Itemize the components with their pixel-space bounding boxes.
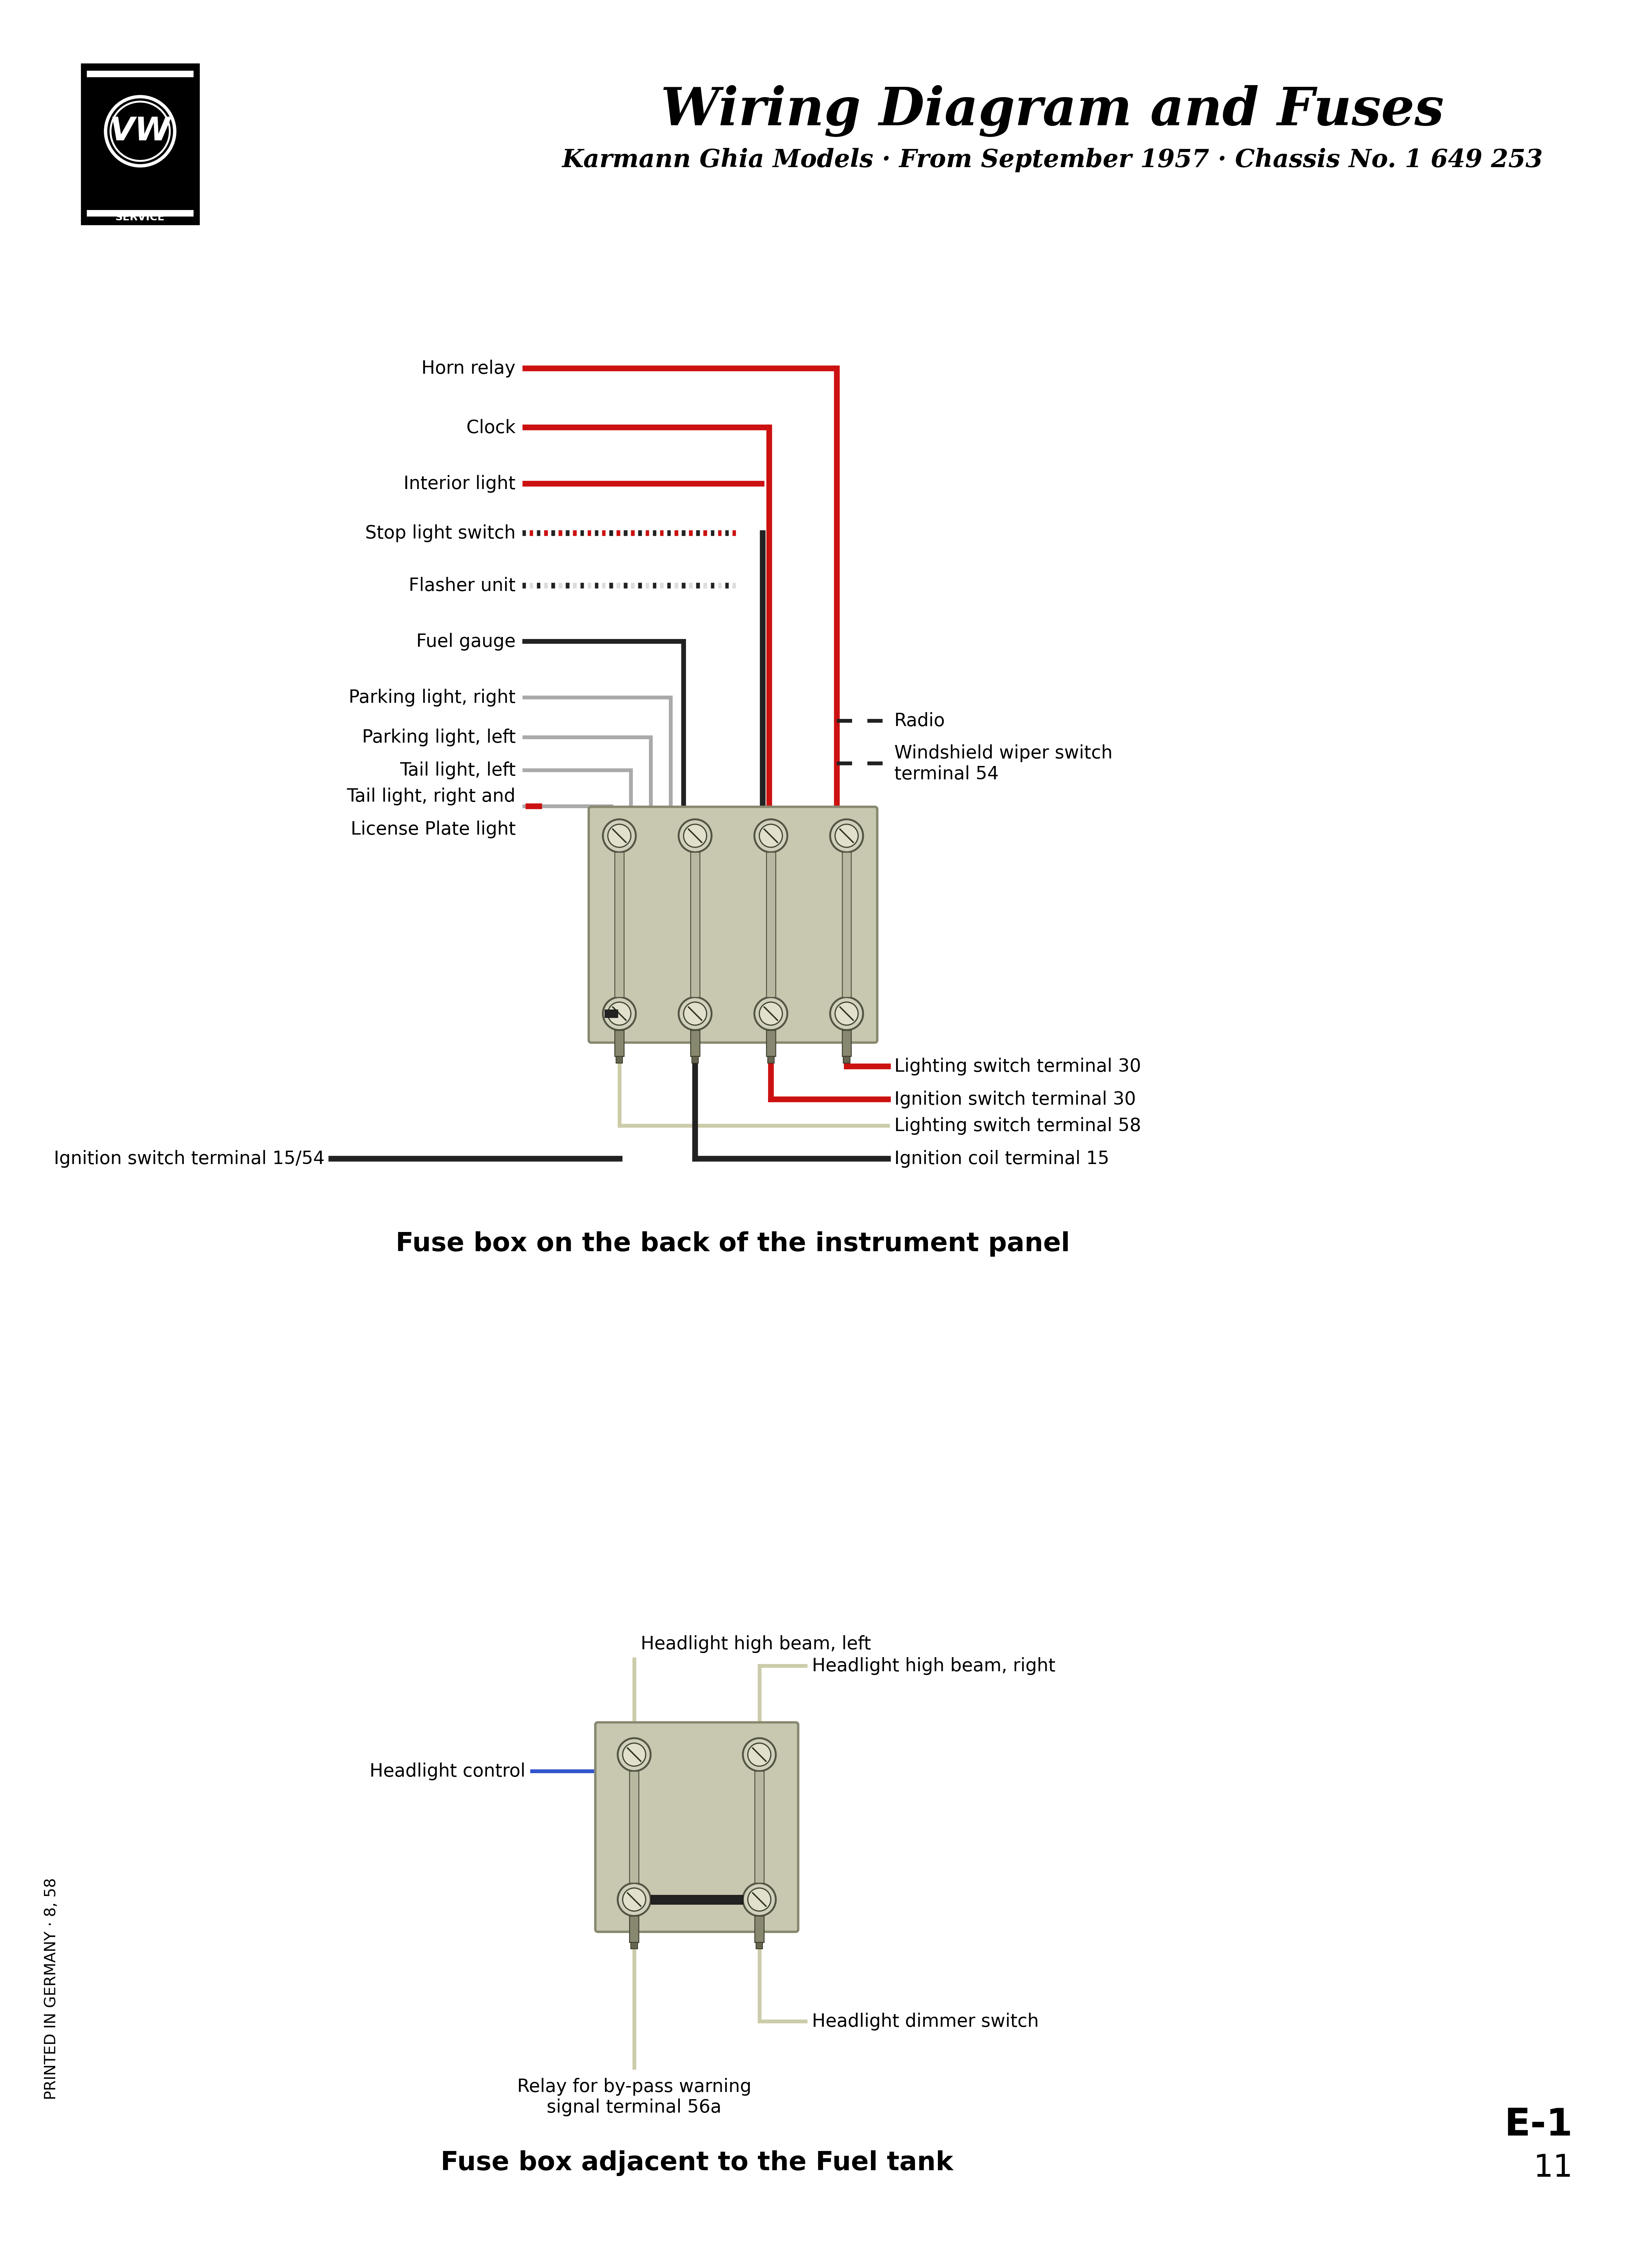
Bar — [630, 1916, 639, 1941]
Ellipse shape — [678, 998, 711, 1030]
Bar — [630, 1771, 639, 1882]
Text: Tail light, right and: Tail light, right and — [346, 787, 515, 805]
Text: VW: VW — [109, 116, 170, 147]
Ellipse shape — [617, 1882, 650, 1916]
Ellipse shape — [747, 1744, 771, 1767]
Text: Headlight high beam, left: Headlight high beam, left — [640, 1635, 871, 1653]
Bar — [843, 1057, 850, 1064]
Bar — [754, 1916, 764, 1941]
Text: Relay for by-pass warning
signal terminal 56a: Relay for by-pass warning signal termina… — [516, 2077, 751, 2116]
Ellipse shape — [742, 1737, 775, 1771]
Bar — [690, 1030, 700, 1057]
Text: Headlight dimmer switch: Headlight dimmer switch — [812, 2012, 1040, 2030]
Ellipse shape — [602, 819, 635, 853]
Text: Parking light, right: Parking light, right — [348, 689, 515, 708]
Ellipse shape — [622, 1887, 645, 1912]
Ellipse shape — [759, 1002, 782, 1025]
Text: Ignition coil terminal 15: Ignition coil terminal 15 — [894, 1150, 1109, 1168]
Text: 11: 11 — [1533, 2152, 1572, 2182]
Ellipse shape — [617, 1737, 650, 1771]
Ellipse shape — [754, 998, 787, 1030]
Text: Ignition switch terminal 30: Ignition switch terminal 30 — [894, 1091, 1135, 1109]
Text: Fuel gauge: Fuel gauge — [416, 633, 515, 651]
Bar — [767, 1057, 774, 1064]
Bar — [604, 1009, 617, 1018]
Ellipse shape — [830, 819, 863, 853]
Bar — [756, 1941, 762, 1948]
Text: Radio: Radio — [894, 712, 945, 730]
Bar — [87, 70, 193, 77]
Bar — [754, 1771, 764, 1882]
FancyBboxPatch shape — [596, 1721, 799, 1932]
Text: PRINTED IN GERMANY · 8, 58: PRINTED IN GERMANY · 8, 58 — [45, 1878, 59, 2100]
Bar — [766, 1030, 776, 1057]
Ellipse shape — [835, 826, 858, 848]
Text: Fuse box on the back of the instrument panel: Fuse box on the back of the instrument p… — [396, 1232, 1071, 1256]
Bar — [841, 1030, 851, 1057]
Bar — [615, 1030, 624, 1057]
Text: Ignition switch terminal 15/54: Ignition switch terminal 15/54 — [54, 1150, 325, 1168]
Text: Horn relay: Horn relay — [421, 361, 515, 376]
Ellipse shape — [683, 1002, 706, 1025]
Ellipse shape — [830, 998, 863, 1030]
Text: Headlight control: Headlight control — [370, 1762, 525, 1780]
Bar — [87, 211, 193, 218]
Circle shape — [111, 102, 170, 161]
Text: Stop light switch: Stop light switch — [365, 524, 515, 542]
Bar — [690, 853, 700, 998]
Ellipse shape — [754, 819, 787, 853]
Text: Wiring Diagram and Fuses: Wiring Diagram and Fuses — [660, 86, 1444, 136]
Text: Karmann Ghia Models · From September 1957 · Chassis No. 1 649 253: Karmann Ghia Models · From September 195… — [563, 147, 1543, 172]
Bar — [615, 1057, 622, 1064]
Bar — [630, 1941, 637, 1948]
Ellipse shape — [607, 1002, 630, 1025]
Ellipse shape — [683, 826, 706, 848]
Bar — [650, 1896, 742, 1905]
Text: Flasher unit: Flasher unit — [409, 576, 515, 594]
Text: Interior light: Interior light — [404, 474, 515, 492]
Text: Lighting switch terminal 30: Lighting switch terminal 30 — [894, 1057, 1142, 1075]
Text: E-1: E-1 — [1505, 2107, 1572, 2143]
Ellipse shape — [602, 998, 635, 1030]
Circle shape — [106, 98, 175, 166]
Ellipse shape — [678, 819, 711, 853]
Text: SERVICE: SERVICE — [116, 213, 165, 222]
Bar — [81, 64, 200, 225]
Bar — [691, 1057, 698, 1064]
Bar — [841, 853, 851, 998]
Text: Lighting switch terminal 58: Lighting switch terminal 58 — [894, 1116, 1142, 1134]
Text: Parking light, left: Parking light, left — [361, 728, 515, 746]
Text: Fuse box adjacent to the Fuel tank: Fuse box adjacent to the Fuel tank — [441, 2150, 954, 2175]
Ellipse shape — [759, 826, 782, 848]
Text: Windshield wiper switch
terminal 54: Windshield wiper switch terminal 54 — [894, 744, 1112, 782]
Ellipse shape — [747, 1887, 771, 1912]
Ellipse shape — [622, 1744, 645, 1767]
Text: License Plate light: License Plate light — [350, 821, 515, 839]
Ellipse shape — [607, 826, 630, 848]
Text: Clock: Clock — [467, 420, 515, 438]
Bar — [615, 853, 624, 998]
Bar — [766, 853, 776, 998]
Text: Headlight high beam, right: Headlight high beam, right — [812, 1658, 1056, 1674]
Text: Tail light, left: Tail light, left — [399, 762, 515, 778]
Ellipse shape — [835, 1002, 858, 1025]
FancyBboxPatch shape — [589, 807, 878, 1043]
Ellipse shape — [742, 1882, 775, 1916]
